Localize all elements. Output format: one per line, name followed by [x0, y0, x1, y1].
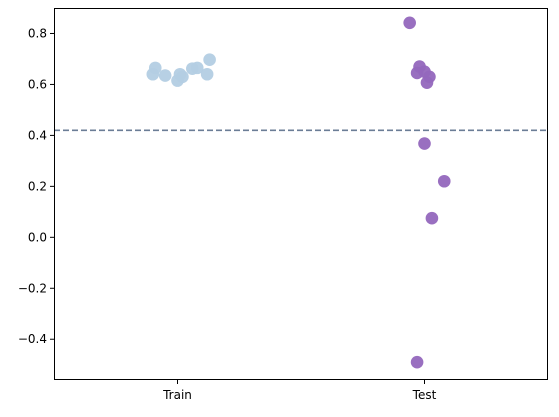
point-train-2 [158, 69, 172, 82]
point-test-7 [437, 174, 451, 188]
y-tick-label: 0.4 [28, 128, 47, 142]
point-train-9 [203, 53, 216, 67]
points-layer [146, 16, 451, 369]
x-axis: Train Test [162, 380, 437, 402]
point-train-5 [173, 67, 187, 81]
point-train-8 [200, 67, 214, 81]
plot-area-frame [54, 8, 548, 380]
point-test-5 [420, 76, 434, 89]
y-tick-label: 0.2 [28, 179, 47, 193]
x-tick-label-test: Test [412, 388, 437, 402]
y-tick-label: −0.2 [18, 281, 47, 295]
point-test-9 [410, 355, 424, 369]
y-axis: 0.8 0.6 0.4 0.2 0.0 −0.2 −0.4 [18, 26, 54, 346]
y-tick-label: 0.0 [28, 230, 47, 244]
x-tick-label-train: Train [162, 388, 192, 402]
y-tick-label: 0.6 [28, 77, 47, 91]
y-tick-label: −0.4 [18, 332, 47, 346]
point-test-8 [425, 211, 439, 225]
point-train-7 [190, 61, 204, 75]
point-test-6 [418, 137, 431, 150]
point-test-0 [403, 16, 416, 30]
point-train-1 [146, 67, 160, 81]
y-tick-label: 0.8 [28, 26, 47, 40]
